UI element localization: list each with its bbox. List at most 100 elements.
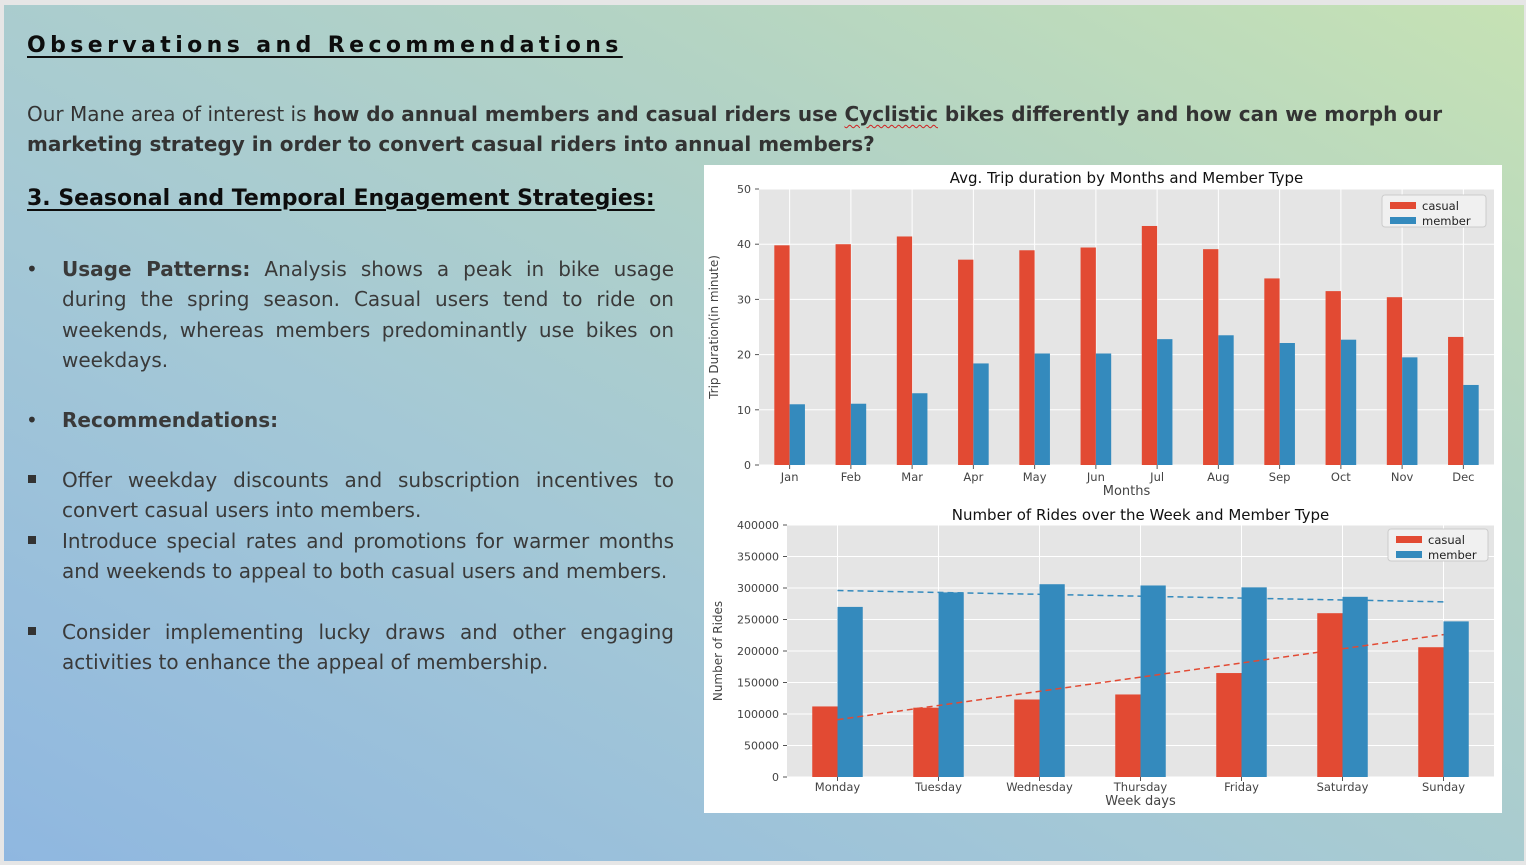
bar-member-jun xyxy=(1095,353,1112,465)
bar-casual-friday xyxy=(1216,673,1242,777)
x-axis-label: Week days xyxy=(1105,794,1176,809)
bar-casual-jan xyxy=(774,245,790,465)
legend-label-member: member xyxy=(1428,548,1477,562)
bar-member-nov xyxy=(1402,357,1418,465)
x-tick-label: Sunday xyxy=(1422,780,1465,794)
bar-casual-mar xyxy=(896,236,913,465)
y-tick-label: 200000 xyxy=(737,645,779,658)
y-tick-label: 50 xyxy=(737,183,751,196)
y-tick-label: 150000 xyxy=(737,677,779,690)
x-tick-label: Saturday xyxy=(1317,780,1369,794)
y-tick-label: 100000 xyxy=(737,708,779,721)
legend-swatch-casual xyxy=(1396,536,1422,543)
y-tick-label: 250000 xyxy=(737,614,779,627)
recommendation-item: Introduce special rates and promotions f… xyxy=(62,529,674,584)
x-tick-label: Jul xyxy=(1149,470,1164,484)
x-tick-label: Aug xyxy=(1207,470,1229,484)
bar-casual-feb xyxy=(835,244,851,465)
x-tick-label: Apr xyxy=(963,470,983,484)
trendline-casual xyxy=(837,633,1444,721)
bar-member-jan xyxy=(789,404,805,465)
bar-casual-thursday xyxy=(1115,694,1141,777)
legend-label-casual: casual xyxy=(1428,533,1465,547)
x-tick-label: Mar xyxy=(901,470,923,484)
chart-title: Avg. Trip duration by Months and Member … xyxy=(950,169,1303,187)
intro-lead: Our Mane area of interest is xyxy=(27,102,313,126)
x-tick-label: Friday xyxy=(1224,780,1259,794)
bar-member-oct xyxy=(1340,339,1357,465)
y-tick-label: 400000 xyxy=(737,519,779,532)
bar-member-tuesday xyxy=(938,592,964,777)
x-tick-label: Wednesday xyxy=(1006,780,1073,794)
bar-member-monday xyxy=(837,606,863,777)
intro-question-part2: bikes differently and how can we morph o… xyxy=(27,102,1443,156)
bar-casual-oct xyxy=(1325,291,1341,465)
bar-member-may xyxy=(1034,353,1050,465)
section-heading: 3. Seasonal and Temporal Engagement Stra… xyxy=(27,186,655,211)
recommendations-heading: Recommendations: xyxy=(62,405,674,435)
chart-title: Number of Rides over the Week and Member… xyxy=(952,506,1330,524)
bar-casual-monday xyxy=(812,706,838,777)
legend-swatch-casual xyxy=(1390,202,1416,209)
x-tick-label: Sep xyxy=(1269,470,1291,484)
usage-patterns-paragraph: Usage Patterns: Analysis shows a peak in… xyxy=(62,254,674,375)
bar-casual-nov xyxy=(1386,297,1403,465)
bar-casual-may xyxy=(1019,250,1035,465)
y-axis-label: Number of Rides xyxy=(711,601,725,701)
x-tick-label: Tuesday xyxy=(914,780,962,794)
bar-casual-saturday xyxy=(1317,613,1343,777)
bar-member-dec xyxy=(1463,384,1479,465)
y-tick-label: 10 xyxy=(737,404,751,417)
bar-casual-aug xyxy=(1203,249,1219,465)
square-bullet-icon xyxy=(28,475,36,483)
bullet-dot-icon: • xyxy=(26,408,38,432)
usage-patterns-label: Usage Patterns: xyxy=(62,257,251,281)
x-axis-label: Months xyxy=(1103,484,1151,499)
legend-swatch-member xyxy=(1396,551,1422,558)
x-tick-label: Thursday xyxy=(1113,780,1168,794)
y-tick-label: 50000 xyxy=(744,740,779,753)
x-tick-label: Dec xyxy=(1452,470,1474,484)
trendline-member xyxy=(837,589,1444,603)
plot-area xyxy=(759,189,1494,465)
y-tick-label: 0 xyxy=(772,771,779,784)
y-tick-label: 300000 xyxy=(737,582,779,595)
x-tick-label: Nov xyxy=(1391,470,1414,484)
bar-member-saturday xyxy=(1342,596,1368,777)
bar-member-sep xyxy=(1279,343,1295,465)
bar-member-feb xyxy=(850,403,867,465)
bullet-dot-icon: • xyxy=(26,257,38,281)
charts-image: 0 10 20 30 40 50 Jan Feb Mar Apr May Jun Jul Aug Sep Oc… xyxy=(704,165,1502,813)
x-tick-label: Monday xyxy=(815,780,861,794)
y-axis-label: Trip Duration(in minute) xyxy=(707,255,721,400)
bar-member-mar xyxy=(912,393,928,465)
legend-swatch-member xyxy=(1390,217,1416,224)
bar-casual-sep xyxy=(1264,278,1280,465)
x-tick-label: May xyxy=(1023,470,1047,484)
slide-title: Observations and Recommendations xyxy=(27,33,623,58)
bar-member-sunday xyxy=(1443,621,1469,777)
x-tick-label: Feb xyxy=(841,470,861,484)
square-bullet-icon xyxy=(28,627,36,635)
slide: Observations and Recommendations Our Man… xyxy=(4,5,1524,861)
bar-casual-jul xyxy=(1141,225,1158,465)
bar-member-friday xyxy=(1241,587,1267,777)
bar-member-thursday xyxy=(1140,585,1166,777)
bar-member-jul xyxy=(1157,339,1173,465)
bar-member-wednesday xyxy=(1039,584,1065,777)
usage-patterns-text: Analysis shows a peak in bike usage duri… xyxy=(62,257,674,372)
charts-svg: 0 10 20 30 40 50 Jan Feb Mar Apr May Jun Jul Aug Sep Oc… xyxy=(707,169,1494,809)
intro-brand: Cyclistic xyxy=(844,102,938,126)
bar-casual-sunday xyxy=(1418,647,1444,777)
bar-member-apr xyxy=(973,363,989,465)
intro-question-part1: how do annual members and casual riders … xyxy=(312,102,845,126)
square-bullet-icon xyxy=(28,536,36,544)
y-tick-label: 30 xyxy=(737,293,751,306)
x-tick-label: Jun xyxy=(1086,470,1105,484)
bar-member-aug xyxy=(1218,335,1234,465)
bar-casual-tuesday xyxy=(913,707,939,777)
recommendation-item: Offer weekday discounts and subscription… xyxy=(62,468,674,523)
legend-label-casual: casual xyxy=(1422,199,1459,213)
bar-casual-apr xyxy=(958,259,974,465)
recommendations-label: Recommendations: xyxy=(62,408,279,432)
